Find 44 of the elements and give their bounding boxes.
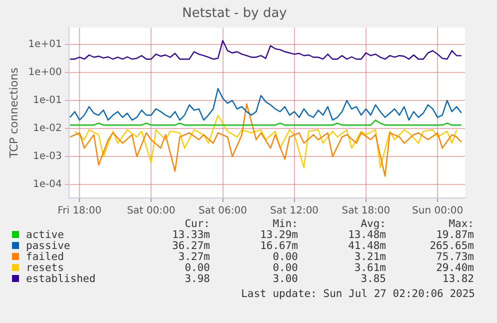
text: 3.61m (353, 262, 386, 274)
text: 265.65m (428, 240, 474, 252)
y-tick-label: 1e+01 (28, 39, 62, 50)
x-tick-label: Sat 12:00 (270, 206, 319, 217)
y-tick-label: 1e-02 (32, 123, 62, 134)
text: 3.27m (177, 251, 210, 263)
text: 13.29m (259, 229, 298, 241)
text: Last update: Sun Jul 27 02:20:06 2025 (241, 288, 475, 300)
text: 0.00 (184, 262, 210, 274)
legend-label: active (25, 229, 65, 241)
y-tick-label: 1e-04 (32, 179, 62, 190)
legend-label: resets (25, 262, 65, 274)
text: Avg: (360, 218, 386, 230)
text: 19.87m (435, 229, 474, 241)
y-tick-label: 1e+00 (28, 67, 62, 78)
x-tick-label: Sat 00:00 (126, 206, 176, 217)
text: 13.48m (347, 229, 386, 241)
text: 3.00 (272, 273, 298, 285)
text: 0.00 (272, 262, 298, 274)
y-axis-title: TCP connections (7, 67, 20, 159)
text: 3.21m (353, 251, 386, 263)
text: 36.27m (171, 240, 210, 252)
text: Min: (272, 218, 298, 230)
chart-title: Netstat - by day (182, 6, 288, 22)
text: 3.85 (360, 273, 386, 285)
text: Cur: (184, 218, 210, 230)
text: 29.40m (435, 262, 474, 274)
text: Max: (448, 218, 474, 230)
text: 3.98 (184, 273, 210, 285)
x-tick-label: Sun 00:00 (412, 206, 464, 217)
text: 41.48m (347, 240, 386, 252)
legend-label: passive (25, 240, 72, 252)
y-tick-label: 1e-01 (32, 95, 62, 106)
text: 13.33m (171, 229, 210, 241)
x-tick-label: Sat 18:00 (342, 206, 390, 217)
text: 75.73m (435, 251, 474, 263)
text: 0.00 (272, 251, 298, 263)
text: 13.82 (441, 273, 474, 285)
legend-label: established (25, 273, 97, 285)
text: 16.67m (259, 240, 298, 252)
y-tick-label: 1e-03 (32, 151, 62, 162)
legend-label: failed (25, 251, 64, 263)
x-tick-label: Fri 18:00 (58, 206, 102, 217)
x-tick-label: Sat 06:00 (198, 206, 247, 217)
